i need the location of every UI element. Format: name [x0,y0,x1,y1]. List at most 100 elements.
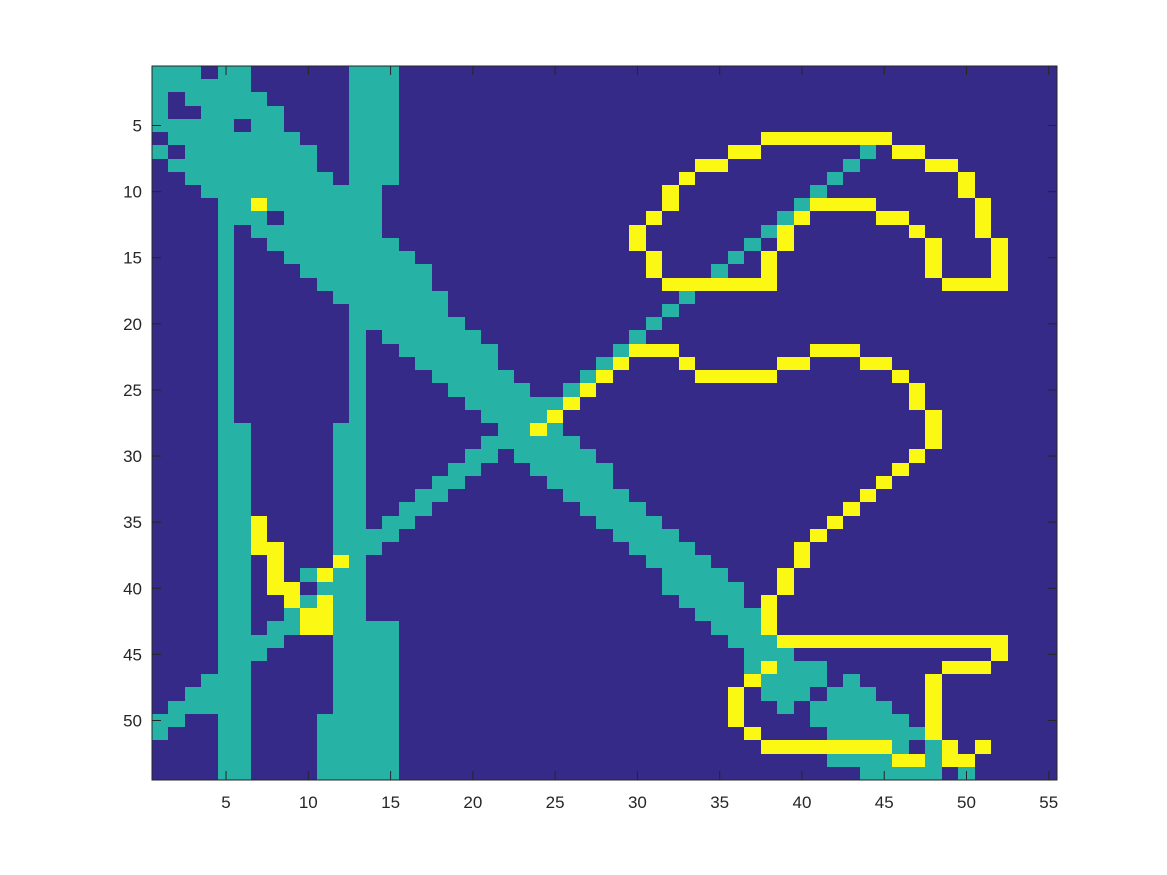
heatmap-cell [218,754,251,767]
heatmap-cell [333,608,366,621]
heatmap-cell [349,370,366,383]
heatmap-cell [399,502,432,516]
heatmap-cell [975,198,991,211]
plot-area [152,66,1057,780]
heatmap-cell [349,92,399,106]
heatmap-cell [827,516,843,529]
heatmap-cell [744,648,794,661]
heatmap-cell [349,172,399,185]
heatmap-cell [777,661,827,674]
heatmap-cell [761,621,777,635]
heatmap-cell [185,92,267,106]
heatmap-cell [777,701,794,714]
heatmap-cell [629,344,679,357]
heatmap-cell [333,436,366,449]
heatmap-cell [662,185,679,198]
heatmap-cell [218,423,251,436]
heatmap-cell [333,595,366,608]
heatmap-cell [909,225,925,238]
heatmap-cell [317,727,399,740]
heatmap-cell [975,211,991,225]
heatmap-cell [267,568,284,582]
heatmap-cell [843,159,860,172]
x-tick-label: 25 [546,793,565,812]
heatmap-cell [218,608,251,621]
y-tick-label: 5 [133,117,142,136]
heatmap-cell [629,238,646,251]
heatmap-cell [333,687,399,701]
heatmap-cell [349,397,366,410]
heatmap-cell [547,410,563,423]
heatmap-cell [399,344,498,357]
heatmap-cell [958,185,975,198]
heatmap-cell [218,595,251,608]
heatmap-cell [218,383,234,397]
heatmap-cell [218,529,251,542]
y-tick-label: 45 [123,645,142,664]
heatmap-cell [695,608,761,621]
heatmap-cell [152,92,168,106]
heatmap-cell [481,436,580,449]
heatmap-cell [991,264,1008,278]
x-tick-label: 30 [628,793,647,812]
heatmap-cell [333,555,349,568]
y-tick-label: 50 [123,712,142,731]
heatmap-cell [218,304,234,317]
heatmap-cell [827,687,876,701]
y-tick-label: 30 [123,447,142,466]
heatmap-cell [695,370,777,383]
heatmap-cell [333,568,366,582]
heatmap-cell [942,754,975,767]
heatmap-cell [580,502,646,516]
x-tick-label: 5 [221,793,230,812]
y-tick-label: 25 [123,381,142,400]
heatmap-cell [218,278,234,291]
heatmap-cell [942,740,958,754]
heatmap-cell [777,568,794,582]
heatmap-cell [349,555,366,568]
heatmap-cell [251,198,267,211]
heatmap-cell [629,225,646,238]
heatmap-cell [860,767,942,780]
heatmap-cell [300,621,333,635]
heatmap-cell [317,595,333,608]
heatmap-cell [925,410,942,423]
heatmap-cell [827,172,843,185]
heatmap-cell [349,317,465,330]
heatmap-cell [794,542,810,555]
heatmap-cell [810,185,827,198]
heatmap-cell [349,383,366,397]
heatmap-cell [382,516,415,529]
heatmap-cell [333,701,399,714]
heatmap-cell [925,264,942,278]
heatmap-cell [218,582,251,595]
heatmap-cell [613,344,629,357]
heatmap-cell [925,159,958,172]
heatmap-cell [925,251,942,264]
heatmap-cell [218,370,234,383]
heatmap-cell [465,449,498,463]
heatmap-cell [843,502,860,516]
heatmap-cell [761,608,777,621]
heatmap-cell [843,674,860,687]
heatmap-cell [876,211,909,225]
x-axis: 5 10 15 20 25 30 35 40 45 50 55 [221,66,1058,812]
heatmap-cell [925,740,942,754]
heatmap-cell [547,476,613,489]
heatmap-cell [942,661,991,674]
heatmap-cell [925,754,942,767]
heatmap-cell [168,701,251,714]
heatmap-cell [777,635,1008,648]
heatmap-cell [860,145,876,159]
heatmap-cell [662,198,679,211]
heatmap-cell [317,740,399,754]
heatmap-cell [892,463,909,476]
heatmap-cell [794,198,810,211]
heatmap-cell [958,172,975,185]
heatmap-cell [810,529,827,542]
heatmap-cell [218,661,251,674]
heatmap-cell [679,291,695,304]
heatmap-cell [892,370,909,383]
heatmap-cell [333,463,366,476]
heatmap-cell [218,264,234,278]
